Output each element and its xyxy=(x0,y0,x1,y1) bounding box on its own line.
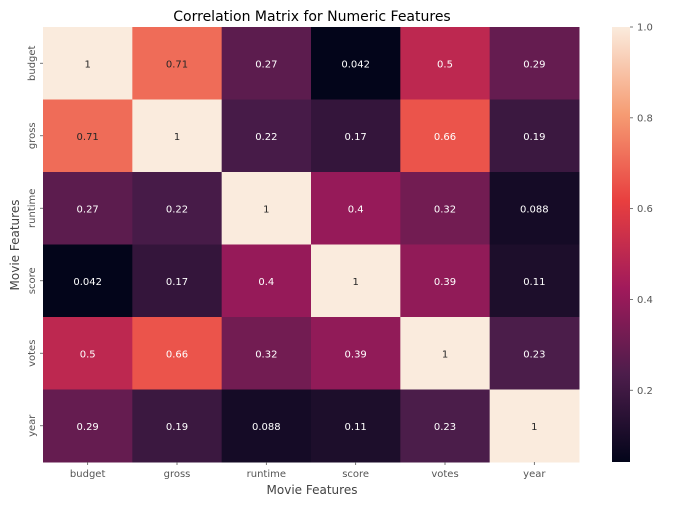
cell-annotation: 0.17 xyxy=(345,132,367,143)
heatmap-cell xyxy=(132,27,223,100)
heatmap-cell xyxy=(311,389,401,463)
cell-annotation: 0.4 xyxy=(258,277,274,288)
colorbar-ticks: 0.2 0.4 0.6 0.8 1.0 xyxy=(630,23,653,397)
cell-annotations: 1 0.71 0.27 0.042 0.5 0.29 0.71 1 0.22 0.17 0.66 0.… xyxy=(73,59,548,433)
cell-annotation: 0.32 xyxy=(255,349,277,360)
heatmap-cell xyxy=(43,317,133,390)
heatmap-cell xyxy=(489,317,580,390)
cell-annotation: 1 xyxy=(531,422,537,433)
cell-annotation: 0.5 xyxy=(437,59,453,70)
cell-annotation: 0.042 xyxy=(73,277,102,288)
colorbar xyxy=(612,27,630,462)
cell-annotation: 0.19 xyxy=(166,422,188,433)
y-tick-label: year xyxy=(27,414,38,437)
heatmap-cell xyxy=(132,99,223,173)
heatmap-cell xyxy=(489,99,580,173)
heatmap-cell xyxy=(43,27,133,100)
heatmap-cell xyxy=(221,317,312,390)
cell-annotation: 0.23 xyxy=(434,422,456,433)
cell-annotation: 0.29 xyxy=(77,422,99,433)
cell-annotation: 0.71 xyxy=(166,59,188,70)
cell-annotation: 0.11 xyxy=(523,277,545,288)
heatmap-cell xyxy=(43,389,133,463)
y-axis-label: Movie Features xyxy=(8,200,22,291)
heatmap-cell xyxy=(43,172,133,245)
cell-annotation: 0.042 xyxy=(341,59,370,70)
heatmap-cell xyxy=(311,172,401,245)
cell-annotation: 1 xyxy=(263,204,269,215)
cell-annotation: 0.11 xyxy=(345,422,367,433)
cell-annotation: 0.5 xyxy=(80,349,96,360)
cell-annotation: 1 xyxy=(84,59,90,70)
heatmap-cell xyxy=(489,244,580,318)
heatmap-cell xyxy=(400,317,491,390)
heatmap-cell xyxy=(221,172,312,245)
cell-annotation: 0.39 xyxy=(345,349,367,360)
cell-annotation: 1 xyxy=(352,277,358,288)
cell-annotation: 0.19 xyxy=(523,132,545,143)
y-tick-labels: budget gross runtime score votes year xyxy=(27,45,43,437)
x-tick-label: votes xyxy=(431,469,458,480)
heatmap-cell xyxy=(489,389,580,463)
cell-annotation: 0.17 xyxy=(166,277,188,288)
heatmap-cell xyxy=(400,389,491,463)
x-axis-label: Movie Features xyxy=(267,483,358,497)
colorbar-tick-label: 0.6 xyxy=(637,204,653,215)
heatmap-cell xyxy=(400,244,491,318)
y-tick-label: votes xyxy=(27,340,38,367)
heatmap-cell xyxy=(400,27,491,100)
heatmap-cell xyxy=(400,172,491,245)
cell-annotation: 0.71 xyxy=(77,132,99,143)
heatmap-cells xyxy=(43,27,580,463)
x-tick-label: budget xyxy=(70,469,106,480)
x-tick-labels: budget gross runtime score votes year xyxy=(70,462,546,480)
colorbar-tick-label: 0.2 xyxy=(637,386,653,397)
heatmap-cell xyxy=(43,99,133,173)
cell-annotation: 0.29 xyxy=(523,59,545,70)
heatmap-cell xyxy=(311,27,401,100)
y-tick-label: gross xyxy=(27,122,38,149)
y-tick-label: score xyxy=(27,267,38,294)
heatmap-cell xyxy=(132,389,223,463)
heatmap-cell xyxy=(221,389,312,463)
heatmap-cell xyxy=(221,27,312,100)
y-tick-label: budget xyxy=(27,45,38,81)
colorbar-tick-label: 0.8 xyxy=(637,113,653,124)
cell-annotation: 1 xyxy=(442,349,448,360)
heatmap-cell xyxy=(311,317,401,390)
heatmap-cell xyxy=(132,244,223,318)
x-tick-label: gross xyxy=(164,469,191,480)
cell-annotation: 0.27 xyxy=(255,59,277,70)
cell-annotation: 0.22 xyxy=(166,204,188,215)
chart-title: Correlation Matrix for Numeric Features xyxy=(173,9,450,25)
heatmap-cell xyxy=(132,172,223,245)
cell-annotation: 0.66 xyxy=(434,132,456,143)
x-tick-label: runtime xyxy=(247,469,286,480)
heatmap-cell xyxy=(400,99,491,173)
y-tick-label: runtime xyxy=(27,189,38,228)
heatmap-cell xyxy=(221,99,312,173)
heatmap-cell xyxy=(489,27,580,100)
x-tick-label: year xyxy=(523,469,546,480)
heatmap-cell xyxy=(132,317,223,390)
x-tick-label: score xyxy=(342,469,369,480)
cell-annotation: 0.39 xyxy=(434,277,456,288)
heatmap-cell xyxy=(311,99,401,173)
heatmap-cell xyxy=(221,244,312,318)
cell-annotation: 0.27 xyxy=(77,204,99,215)
cell-annotation: 0.32 xyxy=(434,204,456,215)
colorbar-tick-label: 0.4 xyxy=(637,295,653,306)
cell-annotation: 0.088 xyxy=(252,422,281,433)
heatmap-cell xyxy=(43,244,133,318)
colorbar-tick-label: 1.0 xyxy=(637,23,653,34)
cell-annotation: 0.4 xyxy=(348,204,364,215)
cell-annotation: 0.23 xyxy=(523,349,545,360)
cell-annotation: 1 xyxy=(174,132,180,143)
heatmap-cell xyxy=(311,244,401,318)
cell-annotation: 0.088 xyxy=(520,204,549,215)
cell-annotation: 0.22 xyxy=(255,132,277,143)
heatmap-cell xyxy=(489,172,580,245)
cell-annotation: 0.66 xyxy=(166,349,188,360)
